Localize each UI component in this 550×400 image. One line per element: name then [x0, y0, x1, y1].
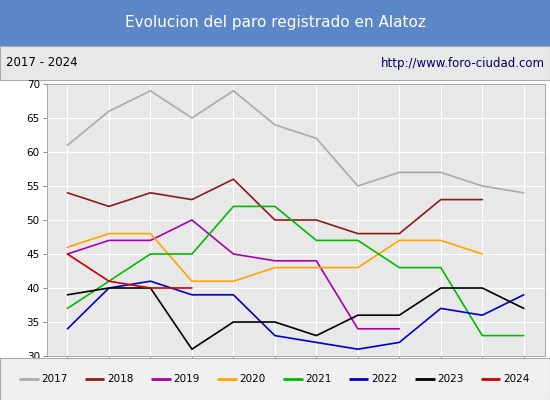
- Text: 2018: 2018: [107, 374, 134, 384]
- Text: http://www.foro-ciudad.com: http://www.foro-ciudad.com: [381, 56, 544, 70]
- Text: 2023: 2023: [437, 374, 464, 384]
- Text: 2020: 2020: [239, 374, 266, 384]
- Text: 2024: 2024: [503, 374, 530, 384]
- Text: 2017: 2017: [41, 374, 68, 384]
- Text: 2021: 2021: [305, 374, 332, 384]
- Text: 2019: 2019: [173, 374, 200, 384]
- Text: 2022: 2022: [371, 374, 398, 384]
- Text: Evolucion del paro registrado en Alatoz: Evolucion del paro registrado en Alatoz: [124, 16, 426, 30]
- Text: 2017 - 2024: 2017 - 2024: [6, 56, 77, 70]
